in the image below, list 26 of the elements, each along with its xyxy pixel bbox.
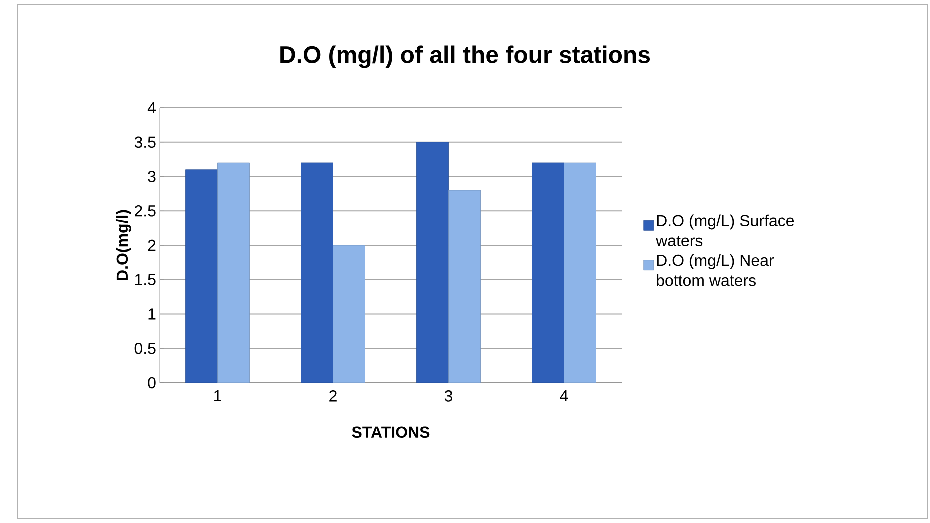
bar xyxy=(532,162,564,383)
bar xyxy=(448,190,481,383)
y-tick-label: 0 xyxy=(148,377,156,389)
bar xyxy=(301,162,334,383)
y-tick-label: 3 xyxy=(148,171,156,182)
legend-label: D.O (mg/L) Surface waters xyxy=(656,214,794,247)
y-tick-label: 1 xyxy=(148,308,156,320)
y-tick-label: 3.5 xyxy=(134,136,156,148)
x-tick-label: 2 xyxy=(330,390,337,402)
chart-title: D.O (mg/l) of all the four stations xyxy=(280,46,650,68)
bar xyxy=(186,170,218,383)
x-tick-label: 3 xyxy=(444,390,452,402)
x-axis-title: STATIONS xyxy=(352,426,430,438)
y-tick-label: 2 xyxy=(148,240,156,252)
x-tick-label: 4 xyxy=(560,390,568,402)
y-tick-label: 1.5 xyxy=(135,274,156,286)
bar xyxy=(218,162,250,383)
y-tick-label: 4 xyxy=(148,102,156,114)
y-axis-title: D.O(mg/l) xyxy=(116,210,132,280)
y-tick-label: 2.5 xyxy=(135,205,156,217)
bar xyxy=(333,245,366,383)
legend-label: D.O (mg/L) Near bottom waters xyxy=(657,254,774,286)
y-tick-label: 0.5 xyxy=(134,342,156,354)
bar xyxy=(564,162,596,383)
x-tick-label: 1 xyxy=(214,390,222,402)
bar xyxy=(416,142,449,383)
